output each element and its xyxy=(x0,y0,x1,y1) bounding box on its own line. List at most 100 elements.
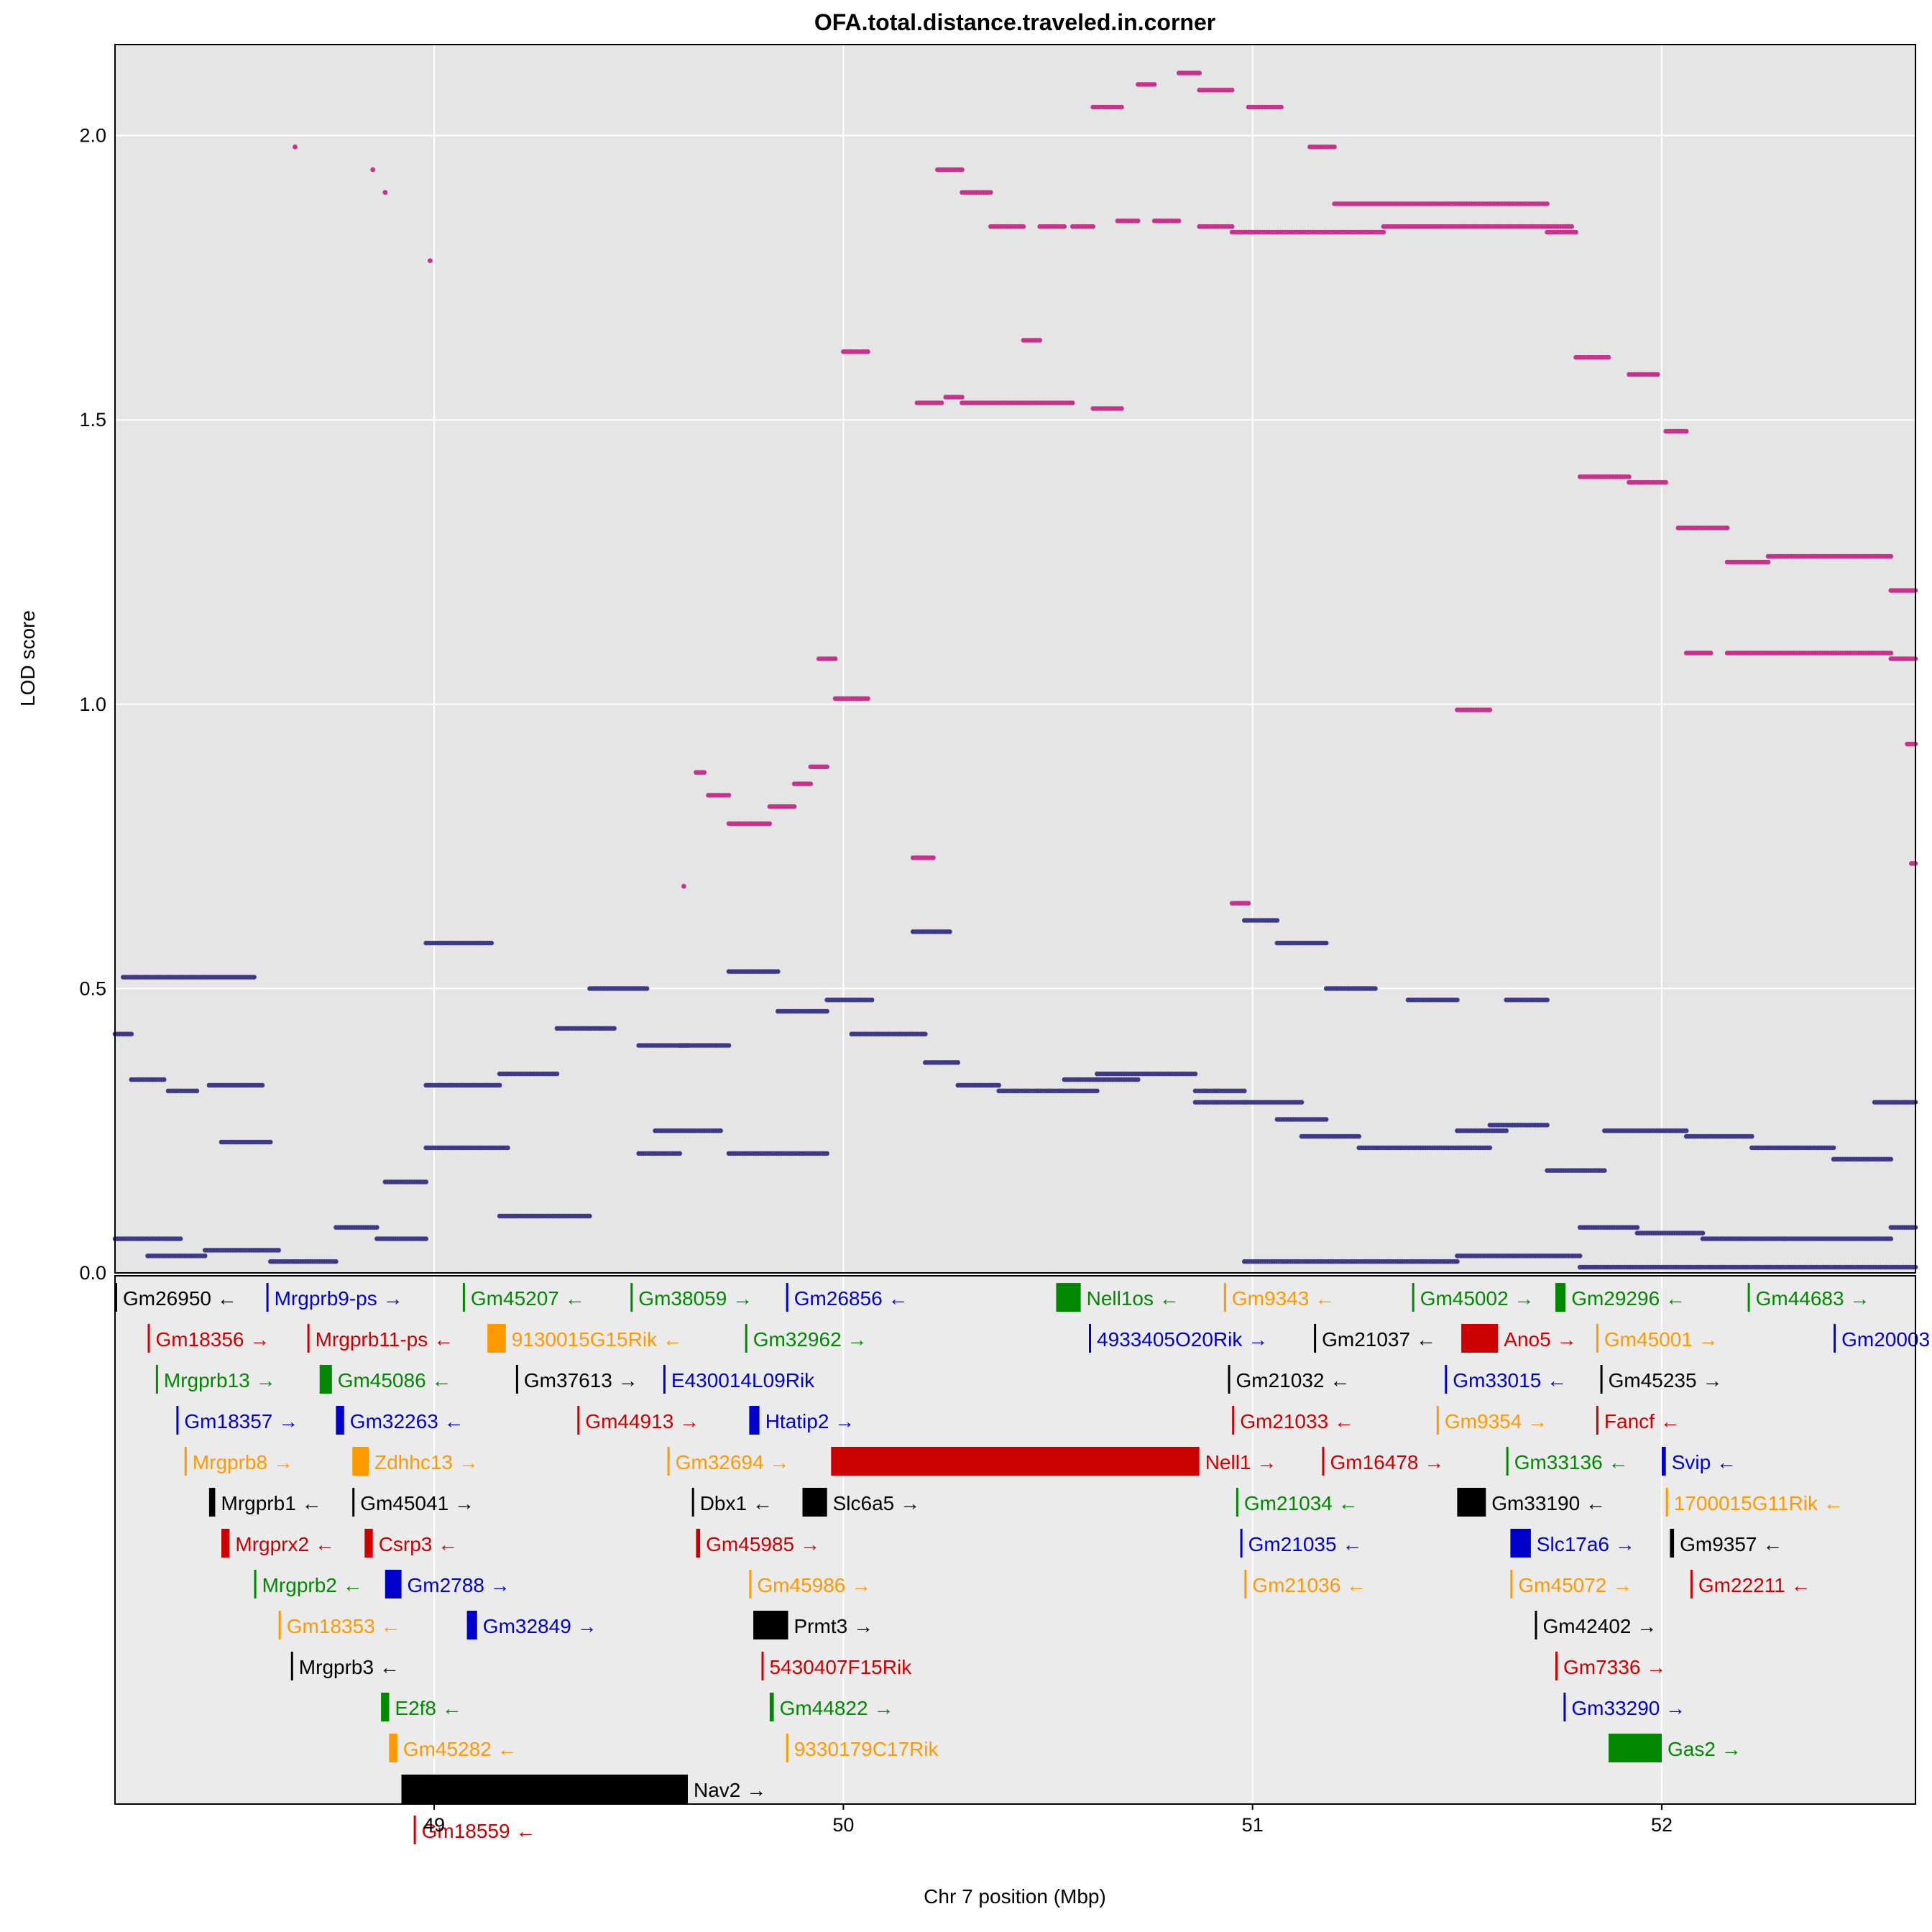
gene-label: E430014L09Rik xyxy=(671,1369,815,1392)
gene-body xyxy=(1510,1570,1513,1598)
lod-point xyxy=(1573,229,1578,235)
gene-strand: → xyxy=(1509,1287,1535,1310)
gene-body xyxy=(691,1488,694,1517)
gene-label: Gm18559 ← xyxy=(422,1820,536,1842)
gene-dbx1: Dbx1 ← xyxy=(691,1488,773,1517)
gene-label: Gm44913 → xyxy=(585,1410,699,1432)
gene-4933405o20rik: 4933405O20Rik → xyxy=(1089,1324,1268,1353)
gene-label: Mrgprb13 → xyxy=(164,1369,276,1392)
lod-point xyxy=(1095,1088,1100,1094)
gene-gm32694: Gm32694 → xyxy=(667,1447,789,1476)
gene-strand: → xyxy=(1844,1287,1870,1310)
lod-point xyxy=(1119,104,1124,110)
gene-name: Mrgprb8 xyxy=(193,1451,267,1473)
gene-mrgprb9-ps: Mrgprb9-ps → xyxy=(266,1283,403,1312)
gene-body xyxy=(352,1447,369,1476)
gene-label: Gm45072 → xyxy=(1518,1574,1632,1596)
gene-label: Svip ← xyxy=(1672,1451,1736,1473)
lod-point xyxy=(923,1031,928,1036)
lod-point xyxy=(489,940,494,946)
gene-name: Gm44683 xyxy=(1756,1287,1844,1310)
lod-point xyxy=(1332,144,1337,150)
lod-point xyxy=(497,1082,502,1088)
lod-point xyxy=(1455,997,1460,1003)
gene-body xyxy=(786,1283,788,1312)
lod-point xyxy=(1090,224,1095,229)
lod-point xyxy=(681,883,686,889)
lod-point xyxy=(869,997,875,1003)
gene-gm33136: Gm33136 ← xyxy=(1506,1447,1628,1476)
gene-body xyxy=(462,1283,465,1312)
gene-strand: ← xyxy=(428,1328,454,1351)
lod-point xyxy=(1888,650,1894,656)
gene-label: Nell1 → xyxy=(1205,1451,1277,1473)
gene-name: Gm20003 xyxy=(1841,1328,1930,1351)
gene-label: Mrgprx2 ← xyxy=(235,1533,334,1555)
gene-name: Gm45235 xyxy=(1609,1369,1697,1392)
gene-label: Zdhhc13 → xyxy=(374,1451,479,1473)
gene-gm45235: Gm45235 → xyxy=(1600,1365,1722,1394)
gene-strand: ← xyxy=(883,1287,908,1310)
gene-name: Gm45985 xyxy=(706,1533,794,1555)
gene-strand: ← xyxy=(1757,1533,1783,1555)
gene-1700015g11rik: 1700015G11Rik ← xyxy=(1665,1488,1844,1517)
gene-label: Gm9354 → xyxy=(1445,1410,1547,1432)
gene-label: Gm45002 → xyxy=(1420,1287,1535,1310)
lod-point xyxy=(1487,707,1493,712)
lod-point xyxy=(865,349,870,354)
gene-nav2: Nav2 → xyxy=(401,1775,766,1803)
gene-strand: → xyxy=(894,1492,920,1514)
gene-body xyxy=(266,1283,269,1312)
gene-label: Gm26856 ← xyxy=(794,1287,908,1310)
gene-body xyxy=(147,1324,150,1353)
lod-point xyxy=(1569,224,1575,229)
gene-body xyxy=(115,1283,117,1312)
x-tick-label: 51 xyxy=(1242,1814,1264,1836)
gene-panel-gridlines xyxy=(433,1276,1663,1804)
lod-point xyxy=(1545,201,1550,206)
gene-strand: → xyxy=(1251,1451,1277,1473)
gene-label: 9130015G15Rik ← xyxy=(512,1328,683,1351)
gene-name: Gm37613 xyxy=(524,1369,612,1392)
gene-strand: → xyxy=(727,1287,753,1310)
gene-strand: ← xyxy=(1785,1574,1811,1596)
lod-point xyxy=(1323,1117,1329,1122)
gene-body xyxy=(352,1488,355,1517)
gene-label: 1700015G11Rik ← xyxy=(1674,1492,1844,1514)
gene-body xyxy=(1510,1529,1531,1558)
gene-label: Gm45086 ← xyxy=(338,1369,452,1392)
gene-name: Gm38059 xyxy=(638,1287,727,1310)
gene-strand: → xyxy=(448,1492,474,1514)
gene-strand: ← xyxy=(510,1820,536,1842)
gene-body xyxy=(1232,1406,1235,1435)
gene-name: Gm33190 xyxy=(1491,1492,1580,1514)
lod-point xyxy=(162,1077,167,1082)
gene-body xyxy=(1600,1365,1603,1394)
gene-gm18356: Gm18356 → xyxy=(147,1324,270,1353)
gene-body xyxy=(831,1447,1200,1476)
lod-point xyxy=(293,144,298,150)
gene-label: Gm21037 ← xyxy=(1322,1328,1436,1351)
gene-gm21032: Gm21032 ← xyxy=(1228,1365,1350,1394)
gene-name: Gm9343 xyxy=(1232,1287,1309,1310)
gene-strand: ← xyxy=(374,1656,400,1678)
lod-point xyxy=(776,969,781,974)
lod-point xyxy=(808,781,814,786)
lod-point xyxy=(1136,218,1141,224)
lod-point xyxy=(1700,1230,1706,1236)
lod-series-2 xyxy=(112,918,1918,1270)
gene-name: Gm45001 xyxy=(1604,1328,1693,1351)
gene-body xyxy=(749,1570,752,1598)
gene-strand: → xyxy=(740,1779,766,1801)
gene-body xyxy=(1609,1734,1662,1762)
gene-body xyxy=(1670,1529,1675,1558)
gene-label: Gm9343 ← xyxy=(1232,1287,1335,1310)
gene-name: Gm21036 xyxy=(1252,1574,1340,1596)
gene-gm32263: Gm32263 ← xyxy=(336,1406,464,1435)
gene-name: Gm18357 xyxy=(184,1410,272,1432)
gene-strand: → xyxy=(794,1533,820,1555)
lod-point xyxy=(259,1082,265,1088)
gene-body xyxy=(364,1529,373,1558)
gene-name: Gm32263 xyxy=(350,1410,438,1432)
gene-gm45207: Gm45207 ← xyxy=(462,1283,585,1312)
